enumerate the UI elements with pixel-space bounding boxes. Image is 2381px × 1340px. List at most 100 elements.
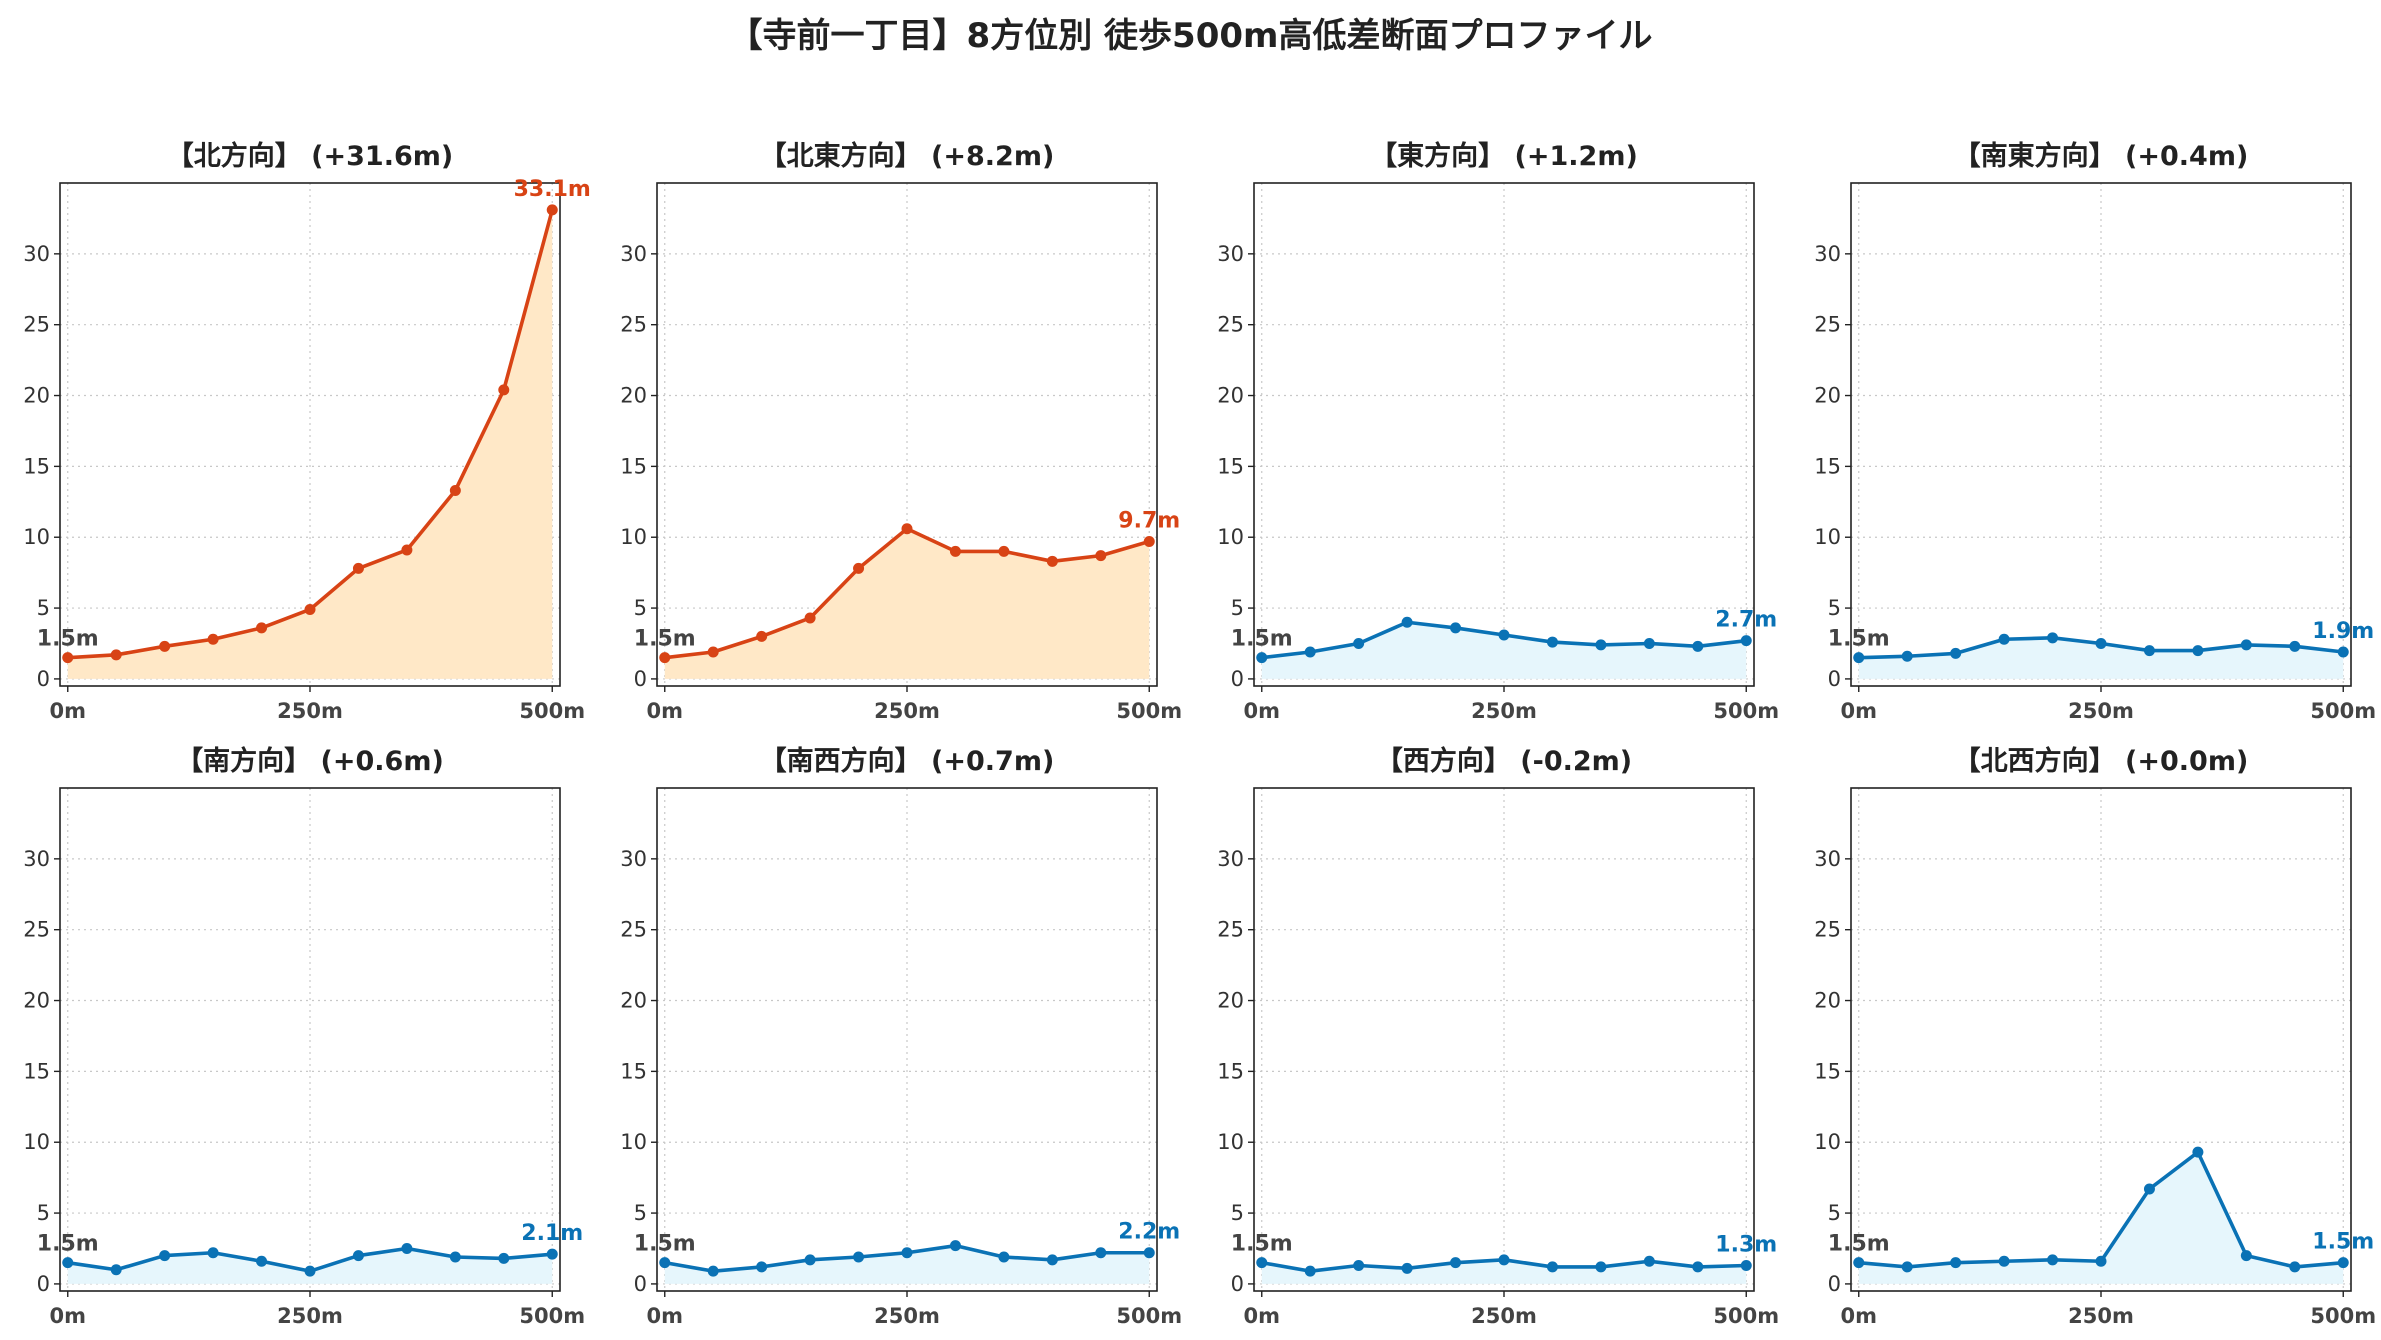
data-point: [2095, 637, 2107, 649]
x-tick-label: 500m: [2310, 1304, 2376, 1328]
data-point: [1853, 1257, 1865, 1269]
y-tick-label: 20: [1814, 384, 1841, 408]
data-point: [804, 1254, 816, 1266]
series-area: [67, 1248, 553, 1284]
data-point: [207, 1247, 219, 1259]
y-tick-label: 0: [1231, 667, 1244, 691]
y-tick-label: 25: [620, 313, 647, 337]
y-tick-label: 15: [23, 1059, 50, 1083]
y-tick-label: 25: [1217, 313, 1244, 337]
x-tick-label: 250m: [874, 699, 940, 723]
end-value-label: 9.7m: [1118, 508, 1180, 533]
data-point: [352, 1250, 364, 1262]
data-point: [159, 1250, 171, 1262]
y-tick-label: 5: [1828, 596, 1841, 620]
y-tick-label: 10: [620, 1130, 647, 1154]
data-point: [2289, 640, 2301, 652]
data-point: [159, 640, 171, 652]
y-tick-label: 5: [37, 596, 50, 620]
panel-title: 【南西方向】 (+0.7m): [760, 745, 1055, 777]
data-point: [1740, 635, 1752, 647]
y-tick-label: 25: [1217, 918, 1244, 942]
start-value-label: 1.5m: [37, 627, 99, 652]
data-point: [998, 1251, 1010, 1263]
data-point: [1643, 1255, 1655, 1267]
data-point: [756, 630, 768, 642]
data-point: [2240, 1250, 2252, 1262]
data-point: [1901, 1261, 1913, 1273]
y-tick-label: 30: [23, 242, 50, 266]
y-tick-label: 25: [23, 313, 50, 337]
start-value-label: 1.5m: [634, 1232, 696, 1257]
y-tick-label: 30: [620, 242, 647, 266]
panel-8: 【北西方向】 (+0.0m) 0 5 10 15 20 25 30 0m 250m 500m 1.5m…: [1814, 745, 2376, 1328]
data-point: [1546, 636, 1558, 648]
y-tick-label: 30: [620, 847, 647, 871]
data-point: [1950, 647, 1962, 659]
data-point: [1304, 646, 1316, 658]
panel-2: 【北東方向】 (+8.2m) 0 5 10 15 20 25 30 0m 250m 500m 1.5m…: [620, 140, 1182, 723]
start-value-label: 1.5m: [1231, 1232, 1293, 1257]
x-tick-label: 0m: [1841, 1304, 1878, 1328]
y-tick-label: 15: [620, 454, 647, 478]
data-point: [659, 652, 671, 664]
y-tick-label: 0: [1231, 1272, 1244, 1296]
series-area: [664, 528, 1150, 679]
data-point: [62, 652, 74, 664]
data-point: [1692, 640, 1704, 652]
y-tick-label: 5: [1231, 596, 1244, 620]
y-tick-label: 15: [1814, 1059, 1841, 1083]
y-tick-label: 10: [1814, 1130, 1841, 1154]
y-tick-label: 30: [23, 847, 50, 871]
data-point: [853, 562, 865, 574]
data-point: [853, 1251, 865, 1263]
data-point: [546, 1248, 558, 1260]
data-point: [401, 1242, 413, 1254]
end-value-label: 1.9m: [2312, 619, 2374, 644]
y-tick-label: 10: [1814, 525, 1841, 549]
y-tick-label: 0: [1828, 667, 1841, 691]
x-tick-label: 500m: [2310, 699, 2376, 723]
x-tick-label: 250m: [2068, 1304, 2134, 1328]
data-point: [1450, 622, 1462, 634]
y-tick-label: 10: [23, 525, 50, 549]
y-tick-label: 10: [620, 525, 647, 549]
y-tick-label: 5: [37, 1201, 50, 1225]
end-value-label: 2.7m: [1715, 608, 1777, 633]
y-tick-label: 30: [1217, 242, 1244, 266]
data-point: [1256, 1257, 1268, 1269]
data-point: [256, 1255, 268, 1267]
end-value-label: 2.1m: [521, 1221, 583, 1246]
start-value-label: 1.5m: [37, 1232, 99, 1257]
data-point: [546, 204, 558, 216]
data-point: [1595, 1261, 1607, 1273]
panel-7: 【西方向】 (-0.2m) 0 5 10 15 20 25 30 0m 250m 500m 1.5m 1…: [1217, 745, 1779, 1328]
data-point: [498, 384, 510, 396]
y-tick-label: 20: [1217, 989, 1244, 1013]
data-point: [1595, 639, 1607, 651]
y-tick-label: 5: [1231, 1201, 1244, 1225]
panel-title: 【南方向】 (+0.6m): [176, 745, 444, 777]
data-point: [2047, 1254, 2059, 1266]
end-value-label: 1.3m: [1715, 1232, 1777, 1257]
y-tick-label: 15: [1217, 1059, 1244, 1083]
data-point: [707, 646, 719, 658]
data-point: [401, 544, 413, 556]
y-tick-label: 15: [620, 1059, 647, 1083]
data-point: [1353, 637, 1365, 649]
data-point: [207, 633, 219, 645]
data-point: [756, 1261, 768, 1273]
y-tick-label: 0: [634, 1272, 647, 1296]
data-point: [1546, 1261, 1558, 1273]
y-tick-label: 0: [37, 1272, 50, 1296]
panel-1: 【北方向】 (+31.6m) 0 5 10 15 20 25 30 0m 250m 500m 1.5m…: [23, 140, 591, 723]
y-tick-label: 30: [1814, 242, 1841, 266]
y-tick-label: 25: [620, 918, 647, 942]
end-value-label: 2.2m: [1118, 1220, 1180, 1245]
data-point: [1998, 633, 2010, 645]
x-tick-label: 500m: [1713, 699, 1779, 723]
data-point: [659, 1257, 671, 1269]
x-tick-label: 0m: [50, 699, 87, 723]
panel-5: 【南方向】 (+0.6m) 0 5 10 15 20 25 30 0m 250m 500m 1.5m 2…: [23, 745, 585, 1328]
x-tick-label: 0m: [647, 699, 684, 723]
